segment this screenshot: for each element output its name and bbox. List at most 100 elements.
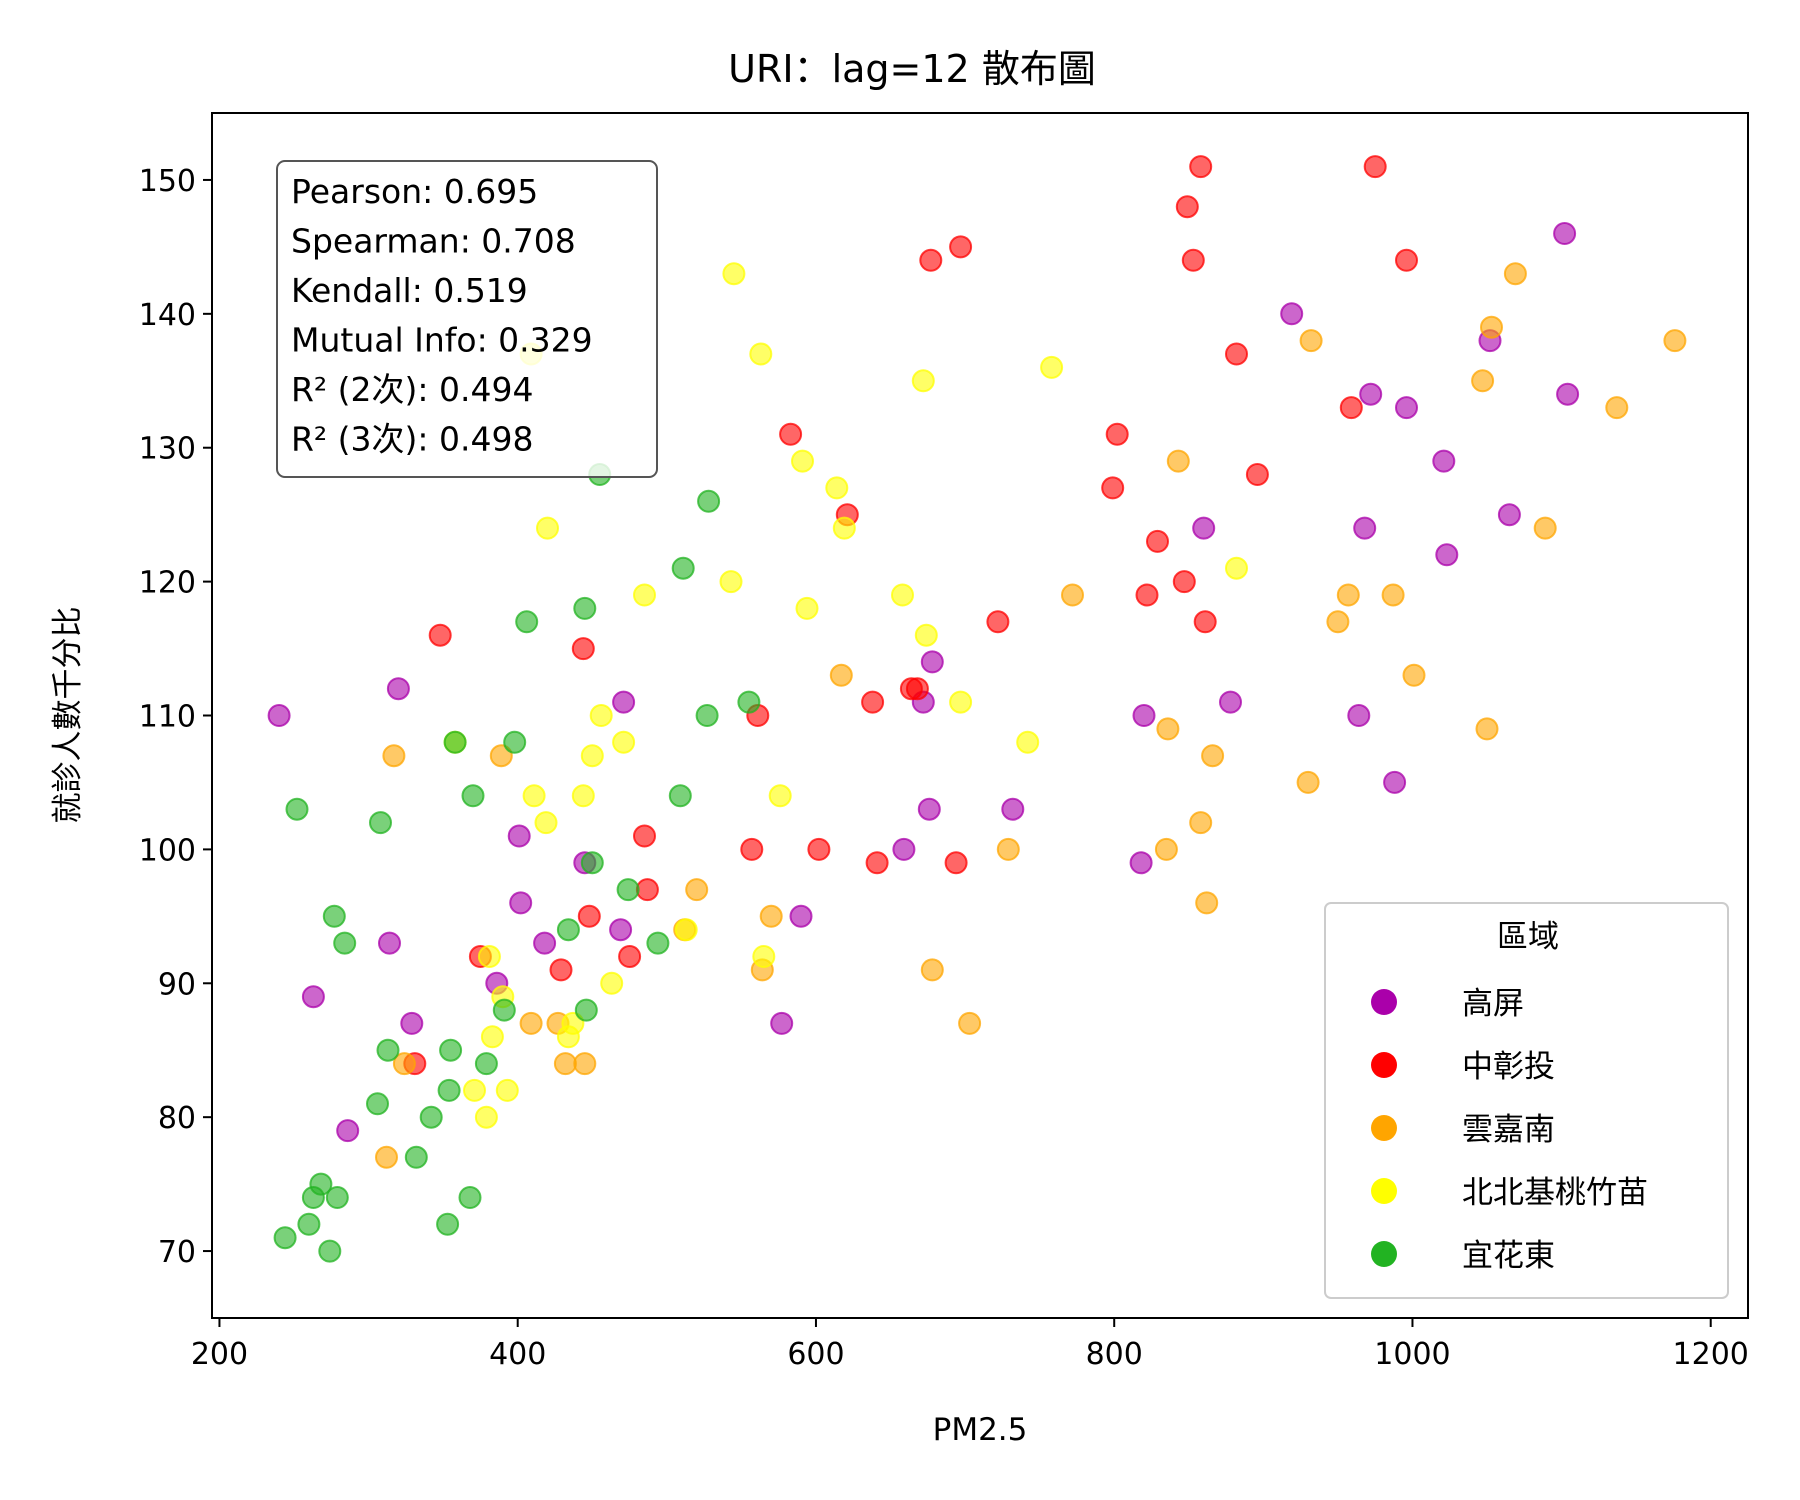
data-point-series-4-18 — [458, 1186, 482, 1209]
data-point-series-3-19 — [674, 918, 698, 942]
data-point-series-1-4 — [571, 637, 595, 661]
data-point-series-2-34 — [1605, 396, 1629, 420]
data-point-series-1-1 — [428, 623, 452, 647]
data-point-series-1-15 — [865, 851, 889, 875]
data-point-series-4-27 — [580, 851, 604, 875]
data-point-series-4-10 — [369, 811, 392, 835]
data-point-series-3-4 — [480, 1025, 504, 1049]
y-axis-label: 就診人數千分比 — [50, 607, 86, 824]
data-point-series-0-20 — [1129, 851, 1153, 875]
data-point-series-3-23 — [768, 784, 792, 808]
legend-label: 北北基桃竹苗 — [1462, 1175, 1648, 1211]
data-point-series-1-28 — [1181, 248, 1205, 272]
data-point-series-4-17 — [443, 730, 467, 754]
x-tick-label: 200 — [191, 1337, 248, 1372]
data-point-series-3-33 — [1040, 355, 1064, 379]
x-tick-label: 1200 — [1673, 1337, 1749, 1372]
stats-line: R² (3次): 0.498 — [291, 420, 533, 459]
data-point-series-1-21 — [986, 610, 1010, 634]
data-point-series-3-8 — [522, 784, 546, 808]
data-point-series-2-33 — [1533, 516, 1557, 540]
data-point-series-4-31 — [671, 556, 695, 580]
y-tick-label: 140 — [139, 298, 196, 333]
data-point-series-0-17 — [917, 797, 941, 821]
data-point-series-4-1 — [285, 797, 309, 821]
legend-marker — [1371, 989, 1397, 1015]
data-point-series-3-34 — [1225, 556, 1248, 580]
data-point-series-1-20 — [949, 235, 973, 259]
y-tick-label: 120 — [139, 566, 196, 601]
data-point-series-1-24 — [1135, 583, 1159, 607]
data-point-series-2-25 — [1326, 610, 1350, 634]
x-tick-label: 600 — [787, 1337, 844, 1372]
data-point-series-0-25 — [1347, 704, 1371, 727]
data-point-series-4-16 — [439, 1038, 463, 1062]
data-point-series-0-1 — [301, 985, 325, 1009]
chart-title: URI：lag=12 散布圖 — [728, 47, 1096, 91]
legend-marker — [1371, 1052, 1397, 1078]
data-point-series-2-12 — [829, 663, 853, 687]
data-point-series-2-1 — [382, 744, 406, 768]
data-point-series-4-6 — [322, 904, 346, 928]
data-point-series-3-20 — [719, 570, 743, 594]
data-point-series-3-14 — [580, 744, 604, 768]
data-point-series-4-19 — [461, 784, 485, 808]
data-point-series-3-24 — [791, 449, 814, 473]
data-point-series-2-17 — [1154, 837, 1178, 861]
x-axis-ticks: 200 400 600 800 1000 1200 — [191, 1318, 1749, 1372]
data-point-series-2-9 — [685, 878, 709, 902]
data-point-series-3-30 — [914, 623, 938, 647]
legend-label: 宜花東 — [1462, 1238, 1555, 1274]
data-point-series-1-26 — [1172, 570, 1196, 594]
legend-marker — [1371, 1178, 1397, 1204]
data-point-series-2-13 — [920, 958, 944, 982]
data-point-series-4-33 — [697, 489, 721, 513]
data-point-series-4-20 — [474, 1052, 498, 1076]
data-point-series-1-5 — [577, 904, 601, 928]
data-point-series-1-29 — [1189, 155, 1213, 179]
x-axis-label: PM2.5 — [933, 1412, 1028, 1448]
data-point-series-2-30 — [1475, 717, 1499, 741]
data-point-series-0-28 — [1383, 770, 1407, 794]
data-point-series-2-31 — [1480, 315, 1503, 339]
data-point-series-0-2 — [336, 1119, 360, 1143]
data-point-series-3-27 — [832, 516, 856, 540]
data-point-series-0-14 — [770, 1011, 794, 1035]
data-point-series-1-31 — [1225, 342, 1248, 366]
data-point-series-1-27 — [1175, 195, 1199, 219]
data-point-series-2-0 — [375, 1145, 398, 1169]
data-point-series-0-15 — [892, 837, 916, 861]
data-point-series-0-30 — [1432, 449, 1456, 473]
data-point-series-1-30 — [1193, 610, 1217, 634]
data-point-series-4-0 — [273, 1226, 297, 1250]
data-point-series-3-15 — [589, 704, 613, 727]
data-point-series-2-23 — [1296, 770, 1320, 794]
stats-line: Spearman: 0.708 — [291, 222, 576, 261]
data-point-series-1-34 — [1363, 155, 1387, 179]
data-point-series-1-33 — [1339, 396, 1363, 420]
data-point-series-4-29 — [646, 931, 670, 955]
data-point-series-2-4 — [519, 1011, 543, 1035]
data-point-series-1-17 — [905, 677, 929, 701]
data-point-series-2-28 — [1402, 663, 1426, 687]
data-point-series-3-6 — [495, 1078, 519, 1102]
data-point-series-3-13 — [571, 784, 595, 808]
y-tick-label: 100 — [139, 833, 196, 868]
data-point-series-3-25 — [795, 596, 819, 620]
data-point-series-1-12 — [807, 837, 831, 861]
data-point-series-3-26 — [825, 476, 849, 500]
y-tick-label: 150 — [139, 164, 196, 199]
data-point-series-3-1 — [463, 1078, 486, 1102]
y-axis-ticks: 70 80 90 100 110 120 130 140 150 — [139, 164, 212, 1270]
data-point-series-2-20 — [1189, 811, 1213, 835]
data-point-series-4-32 — [695, 704, 719, 727]
data-point-series-0-8 — [509, 891, 533, 915]
x-tick-label: 800 — [1086, 1337, 1143, 1372]
data-point-series-2-3 — [489, 744, 513, 768]
data-point-series-3-3 — [477, 945, 501, 968]
data-point-series-4-15 — [437, 1078, 461, 1102]
data-point-series-2-14 — [958, 1011, 982, 1035]
data-point-series-1-32 — [1245, 463, 1269, 486]
